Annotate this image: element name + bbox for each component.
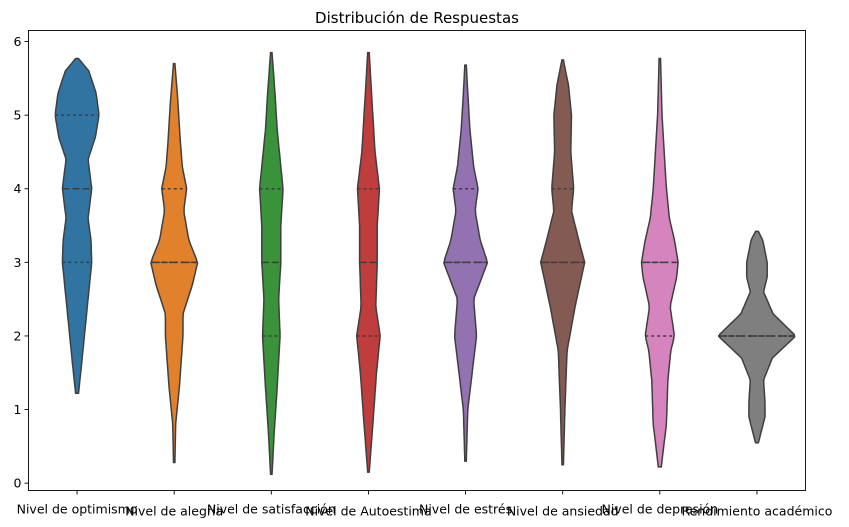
y-tick-label: 5 [14, 108, 22, 123]
violin-body [443, 64, 489, 462]
chart-title: Distribución de Respuestas [315, 9, 519, 27]
y-tick-label: 1 [14, 402, 22, 417]
x-tick-label: Nivel de Autoestima [305, 504, 431, 519]
x-tick-label: Nivel de satisfacción [207, 502, 336, 517]
y-axis: 0 1 2 3 4 5 6 [14, 34, 29, 491]
y-tick-label: 6 [14, 34, 22, 49]
x-tick-label: Nivel de ansiedad [507, 504, 619, 519]
x-tick-label: Rendimiento académico [681, 504, 832, 519]
x-tick-label: Nivel de estrés [419, 502, 512, 517]
y-tick-label: 2 [14, 328, 22, 343]
violin-body [54, 57, 100, 395]
violins-group [54, 51, 796, 476]
plot-frame [28, 30, 806, 491]
violin-body [258, 51, 284, 476]
x-tick-label: Nivel de optimismo [17, 502, 138, 517]
y-tick-label: 0 [14, 476, 22, 491]
violin-body [355, 51, 381, 473]
y-tick-label: 4 [14, 181, 22, 196]
y-tick-label: 3 [14, 255, 22, 270]
x-tick-label: Nivel de depresión [601, 502, 718, 517]
violin-body [718, 230, 796, 444]
x-tick-label: Nivel de alegría [125, 504, 223, 519]
